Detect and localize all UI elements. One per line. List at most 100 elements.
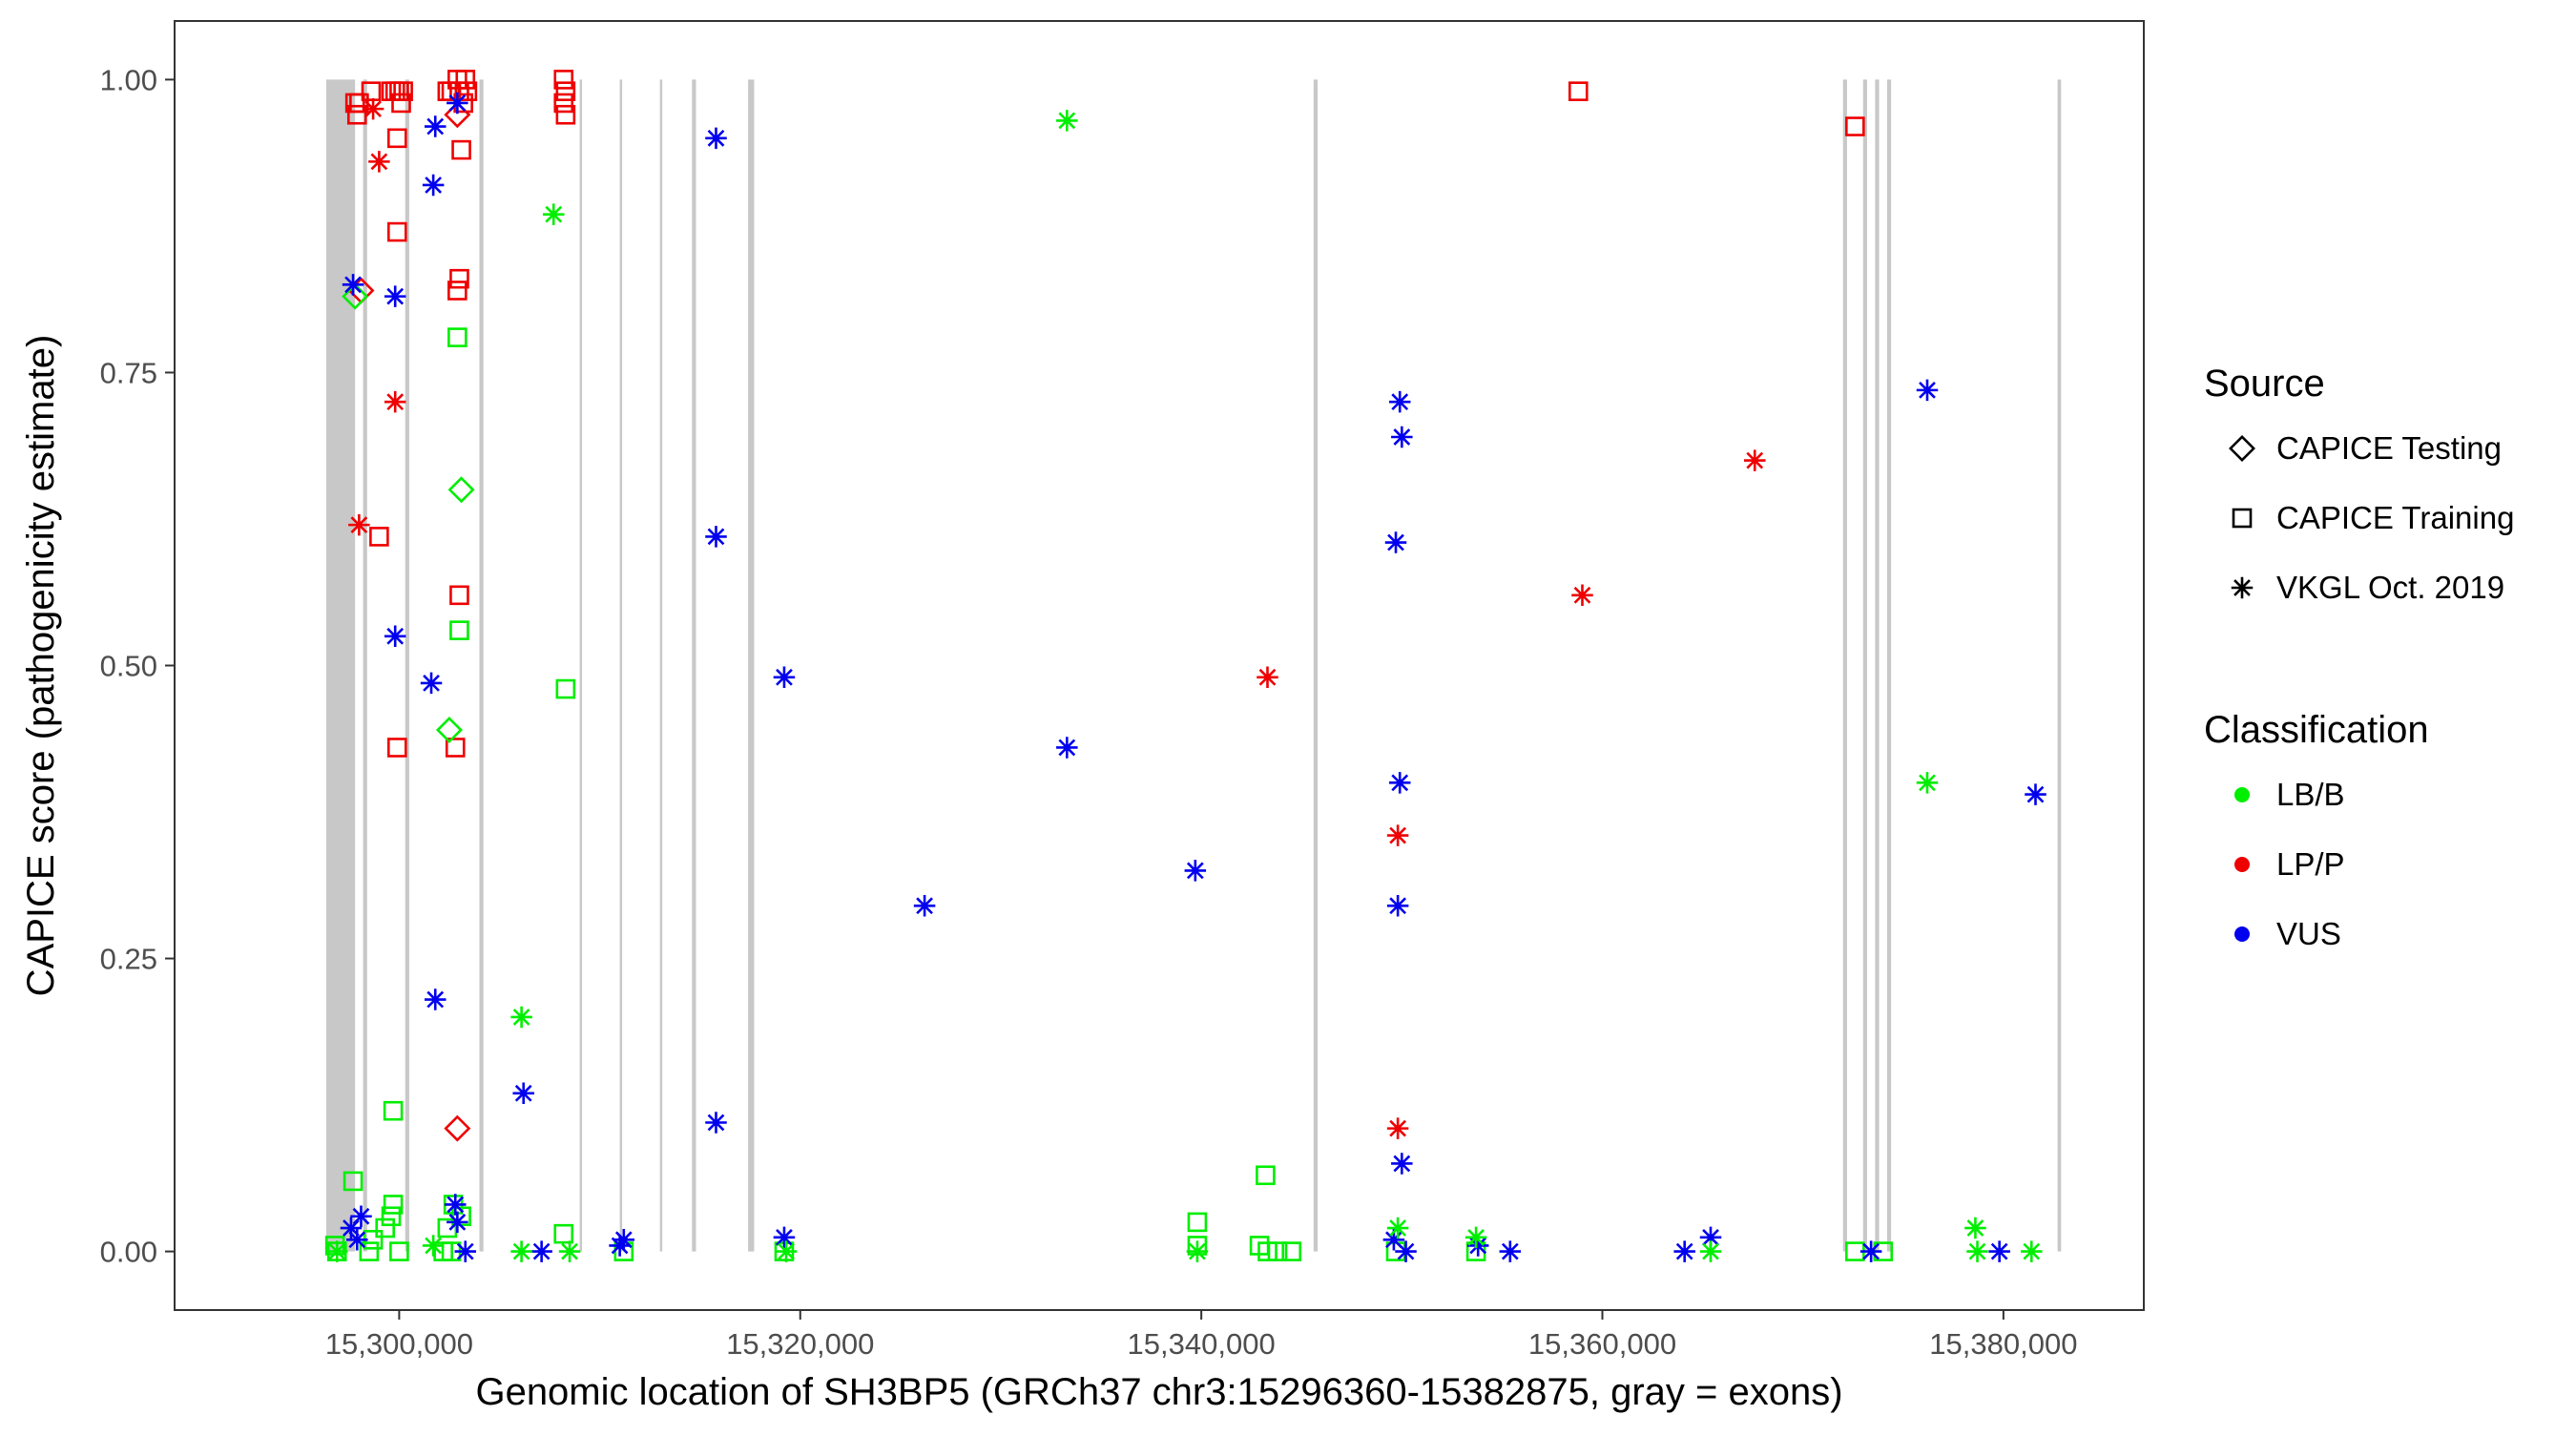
- exon-band: [692, 79, 696, 1252]
- data-point-diamond: [444, 101, 471, 129]
- data-point-square: [455, 70, 476, 90]
- data-point-star: [1964, 1217, 1986, 1239]
- data-point-star: [1391, 426, 1413, 448]
- data-point-star: [1465, 1226, 1487, 1249]
- legend-class-label: LB/B: [2276, 777, 2345, 812]
- data-point-star: [1699, 1226, 1722, 1249]
- data-point-square: [389, 1241, 409, 1261]
- data-point-square: [1281, 1241, 1302, 1261]
- data-point-star: [1257, 666, 1278, 689]
- data-point-star: [346, 1229, 368, 1251]
- legend-source-key-diamond: [2229, 435, 2255, 462]
- data-point-square: [457, 81, 478, 101]
- legend-class-key: [2234, 857, 2250, 872]
- data-point-star: [1673, 1240, 1695, 1262]
- data-point-star: [1384, 531, 1407, 553]
- data-point-star: [1859, 1240, 1882, 1262]
- data-point-star: [609, 1235, 631, 1257]
- legend-class-label: VUS: [2276, 916, 2341, 951]
- data-point-star: [913, 895, 936, 917]
- data-point-star: [1391, 1153, 1413, 1175]
- data-point-square: [375, 1217, 395, 1238]
- data-point-star: [1395, 1240, 1417, 1262]
- y-axis-label: CAPICE score (pathogenicity estimate): [20, 335, 62, 997]
- exon-band: [1842, 79, 1847, 1252]
- x-tick-label: 15,320,000: [726, 1327, 874, 1361]
- data-point-star: [773, 1226, 796, 1249]
- data-point-star: [1499, 1240, 1522, 1262]
- data-point-star: [422, 1235, 445, 1257]
- exon-band: [579, 79, 583, 1252]
- data-point-star: [422, 174, 445, 197]
- data-point-star: [420, 672, 443, 695]
- data-point-square: [555, 81, 576, 101]
- data-point-star: [1184, 860, 1207, 882]
- data-point-square: [553, 70, 574, 90]
- data-point-star: [1916, 772, 1939, 794]
- exon-band: [405, 79, 409, 1252]
- data-point-square: [381, 1206, 402, 1227]
- exon-band: [619, 79, 623, 1252]
- data-point-star: [2021, 1240, 2043, 1262]
- legend-source-key-star: [2231, 576, 2254, 599]
- data-point-star: [447, 1211, 468, 1234]
- data-point-square: [359, 1241, 380, 1261]
- legend-class-key: [2234, 787, 2250, 802]
- data-point-square: [387, 221, 407, 242]
- data-point-star: [447, 92, 468, 114]
- y-tick-label: 0.75: [100, 356, 157, 389]
- data-point-star: [1988, 1240, 2010, 1262]
- exon-band: [1313, 79, 1319, 1252]
- data-point-star: [510, 1006, 532, 1029]
- data-point-star: [1386, 895, 1409, 917]
- data-point-star: [705, 526, 727, 548]
- axes: 0.00 0.25 0.50 0.75 1.00 15,300,000 15,320,000…: [100, 63, 2078, 1361]
- x-tick-label: 15,300,000: [325, 1327, 473, 1361]
- data-point-star: [510, 1240, 532, 1262]
- y-tick-label: 1.00: [100, 63, 157, 96]
- x-tick-label: 15,360,000: [1528, 1327, 1676, 1361]
- x-tick-label: 15,340,000: [1128, 1327, 1276, 1361]
- y-tick-label: 0.00: [100, 1236, 157, 1269]
- data-point-star: [613, 1229, 635, 1251]
- data-point-square: [343, 1171, 364, 1192]
- data-point-square: [449, 268, 469, 289]
- data-point-star: [362, 97, 384, 120]
- data-point-square: [361, 81, 382, 101]
- data-point-square: [447, 327, 467, 347]
- data-point-star: [424, 989, 447, 1010]
- data-point-star: [2025, 783, 2046, 805]
- data-point-star: [542, 203, 565, 225]
- data-point-star: [1571, 584, 1593, 607]
- data-point-star: [1743, 449, 1766, 471]
- data-point-diamond: [435, 717, 463, 744]
- data-point-square: [555, 104, 576, 125]
- exon-bands: [325, 79, 2062, 1252]
- data-point-diamond: [444, 1114, 471, 1142]
- legend-source-title: Source: [2204, 363, 2325, 405]
- data-point-star: [1386, 824, 1409, 846]
- legend-source-label: CAPICE Testing: [2276, 430, 2502, 466]
- data-point-star: [384, 390, 406, 413]
- legend-source-key-square: [2232, 508, 2253, 529]
- data-point-star: [445, 1194, 467, 1216]
- data-point-square: [393, 81, 413, 101]
- data-point-square: [1267, 1241, 1288, 1261]
- data-point-star: [384, 285, 406, 307]
- data-point-star: [1916, 379, 1939, 402]
- data-point-diamond: [447, 476, 475, 504]
- data-point-square: [555, 678, 576, 699]
- legend-classification-title: Classification: [2204, 709, 2429, 751]
- data-point-star: [530, 1240, 552, 1262]
- data-point-star: [348, 513, 370, 536]
- exon-band: [1886, 79, 1892, 1252]
- data-point-diamond: [342, 282, 369, 310]
- data-points: [324, 70, 2046, 1262]
- exon-band: [2057, 79, 2062, 1252]
- exon-band: [1862, 79, 1867, 1252]
- data-point-square: [369, 527, 389, 547]
- data-point-star: [1388, 390, 1411, 413]
